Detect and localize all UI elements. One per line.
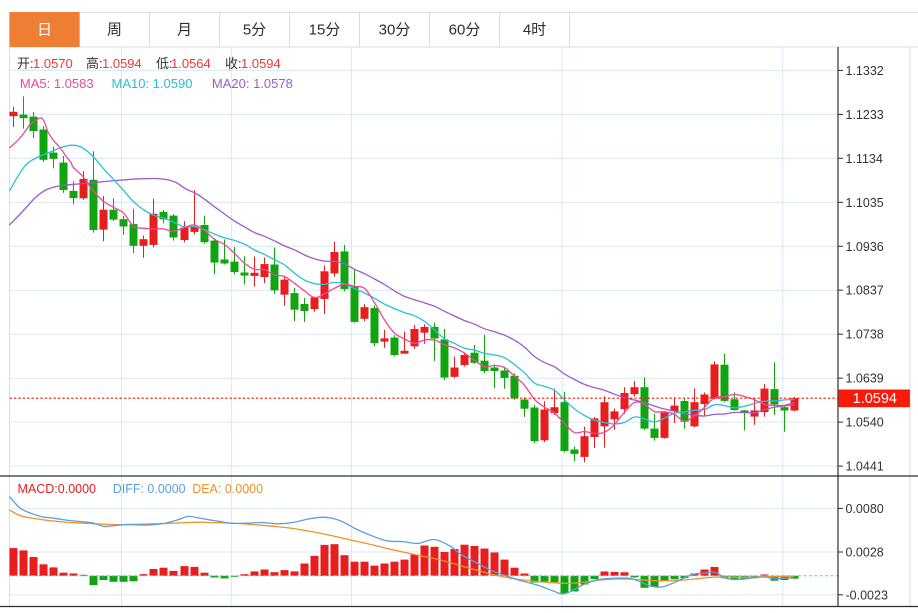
svg-text:DIFF: 0.0000: DIFF: 0.0000 [113,482,186,496]
svg-text:日: 日 [37,22,52,39]
svg-text:1.0738: 1.0738 [846,328,884,342]
svg-text:1.0441: 1.0441 [846,460,884,474]
svg-text:1.0594: 1.0594 [102,56,142,71]
svg-text:1.0936: 1.0936 [846,240,884,254]
svg-text:周: 周 [107,22,122,39]
svg-text:60分: 60分 [449,22,481,39]
svg-text:MACD:0.0000: MACD:0.0000 [18,482,97,496]
svg-text:DEA: 0.0000: DEA: 0.0000 [192,482,263,496]
svg-text:0.0080: 0.0080 [846,502,884,516]
svg-text:-0.0023: -0.0023 [846,588,888,602]
svg-text:高:: 高: [86,56,103,71]
svg-text:收:: 收: [225,56,242,71]
svg-text:1.0570: 1.0570 [33,56,73,71]
svg-text:1.1035: 1.1035 [846,196,884,210]
svg-text:1.0639: 1.0639 [846,372,884,386]
svg-text:1.0837: 1.0837 [846,284,884,298]
svg-text:低:: 低: [156,56,173,71]
svg-text:开:: 开: [17,56,34,71]
svg-text:1.1332: 1.1332 [846,64,884,78]
svg-text:1.0594: 1.0594 [241,56,281,71]
svg-text:0.0028: 0.0028 [846,546,884,560]
svg-text:MA10: 1.0590: MA10: 1.0590 [112,76,193,91]
svg-text:1.0594: 1.0594 [853,391,897,407]
svg-text:4时: 4时 [523,22,546,39]
svg-text:1.0564: 1.0564 [171,56,211,71]
svg-text:1.0540: 1.0540 [846,416,884,430]
svg-text:1.1134: 1.1134 [846,152,883,166]
svg-text:1.1233: 1.1233 [846,108,884,122]
svg-text:5分: 5分 [243,22,266,39]
svg-text:MA5: 1.0583: MA5: 1.0583 [20,76,94,91]
svg-text:15分: 15分 [309,22,341,39]
svg-text:MA20: 1.0578: MA20: 1.0578 [212,76,293,91]
svg-text:30分: 30分 [379,22,411,39]
svg-text:月: 月 [177,22,192,39]
